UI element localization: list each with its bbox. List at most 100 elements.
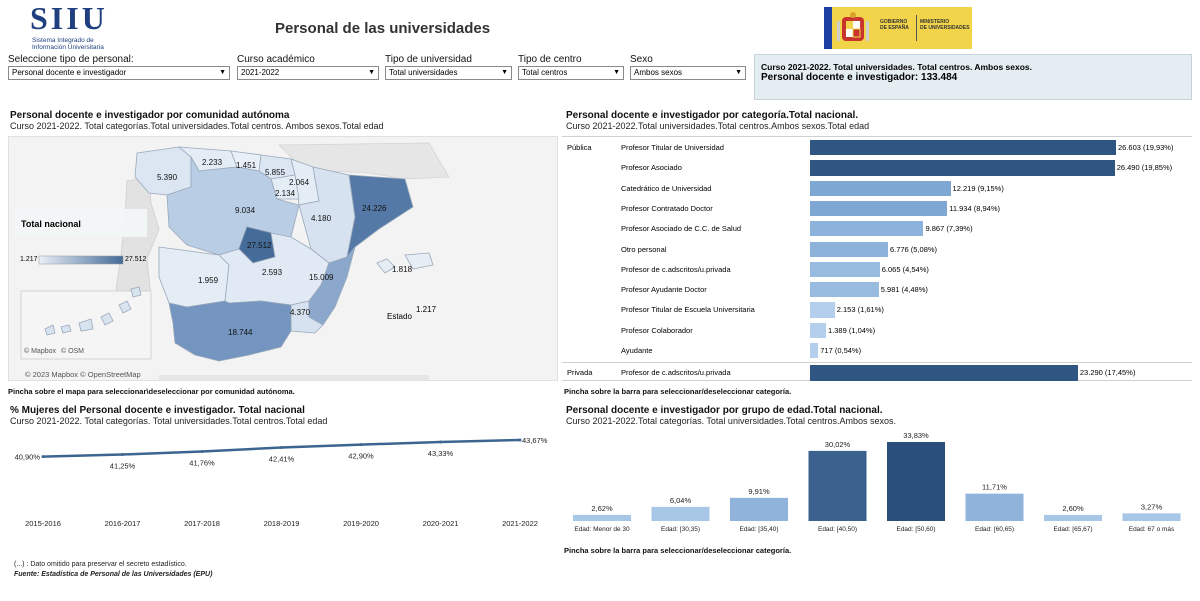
category-bar[interactable] [810, 322, 826, 338]
women-x-tick: 2017-2018 [184, 519, 220, 528]
category-row-label[interactable]: Profesor Colaborador [621, 325, 693, 335]
age-x-tick: Edad: [50,60) [896, 526, 935, 533]
filter-universidad-select[interactable]: Total universidades ▼ [385, 66, 512, 80]
filter-universidad-value: Total universidades [389, 68, 458, 77]
map-attribution[interactable]: © 2023 Mapbox © OpenStreetMap [25, 370, 141, 379]
category-row-label[interactable]: Profesor de c.adscritos/u.privada [621, 368, 731, 378]
region-canarias[interactable] [44, 286, 142, 336]
women-line-label: 42,90% [348, 452, 374, 461]
category-bar[interactable] [810, 160, 1115, 176]
map-region-value: 5.390 [157, 173, 178, 182]
category-row-label[interactable]: Profesor Asociado [621, 163, 682, 173]
coat-of-arms-icon [837, 12, 869, 41]
category-row-label[interactable]: Profesor Ayudante Doctor [621, 285, 707, 295]
category-bar-value: 6.065 (4,54%) [881, 264, 929, 274]
gov-text-2: DE ESPAÑA [880, 25, 909, 31]
filter-personal-select[interactable]: Personal docente e investigador ▼ [8, 66, 230, 80]
age-bar-chart[interactable]: 2,62% Edad: Menor de 30 6,04% Edad: [30,35)… [562, 430, 1192, 536]
spain-flag-stripe [824, 7, 832, 49]
category-bar[interactable] [810, 200, 948, 217]
women-line-label: 41,25% [110, 462, 136, 471]
category-bar[interactable] [810, 241, 888, 257]
category-bar[interactable] [810, 221, 924, 237]
age-bar[interactable] [808, 450, 867, 521]
filter-curso-select[interactable]: 2021-2022 ▼ [237, 66, 379, 80]
category-bar-value: 23.290 (17,45%) [1079, 368, 1136, 378]
map-region-value: 15.009 [309, 273, 334, 282]
osm-attribution[interactable]: © OSM [60, 348, 85, 355]
category-row-label[interactable]: Profesor Titular de Escuela Universitari… [621, 305, 755, 315]
region-baleares[interactable] [376, 252, 434, 274]
women-line-point[interactable] [439, 440, 442, 444]
category-row-label[interactable]: Profesor Titular de Universidad [621, 143, 724, 152]
age-x-tick: Edad: [35,40) [739, 526, 778, 533]
category-row-label[interactable]: Catedrático de Universidad [621, 183, 712, 193]
filter-centro-value: Total centros [522, 68, 568, 77]
category-row-label[interactable]: Profesor Contratado Doctor [621, 203, 713, 213]
category-row-label[interactable]: Ayudante [621, 346, 653, 355]
region-valenciana[interactable] [308, 246, 356, 326]
women-line-chart[interactable]: 40,90% 2015-2016 41,25% 2016-2017 41,76% 2017… [8, 426, 558, 534]
map-panel-subtitle: Curso 2021-2022. Total categorías.Total … [10, 121, 384, 131]
category-bar[interactable] [810, 140, 1116, 156]
women-line-label: 41,76% [189, 458, 215, 467]
category-bar-value: 6.776 (5,08%) [889, 244, 938, 254]
age-bar[interactable] [1122, 513, 1181, 521]
age-bar-value: 3,27% [1141, 502, 1163, 511]
women-x-tick: 2015-2016 [25, 519, 61, 528]
category-bar[interactable] [810, 343, 819, 359]
region-extremadura[interactable] [158, 246, 230, 308]
filter-centro-select[interactable]: Total centros ▼ [518, 66, 624, 80]
estado-label: Estado [387, 312, 412, 321]
ministry-divider [916, 15, 917, 41]
summary-line-1: Curso 2021-2022. Total universidades. To… [761, 62, 1032, 72]
age-bar[interactable] [651, 506, 710, 521]
region-andalucia[interactable] [168, 300, 292, 362]
filter-sexo-select[interactable]: Ambos sexos ▼ [630, 66, 746, 80]
women-x-tick: 2018-2019 [264, 519, 300, 528]
filter-label-personal: Seleccione tipo de personal: [8, 54, 134, 65]
category-bar[interactable] [810, 302, 835, 318]
map-container[interactable]: 5.390 2.233 1.451 5.855 2.064 2.134 9.034 4.180… [8, 136, 558, 381]
category-row-label[interactable]: Profesor de c.adscritos/u.privada [621, 264, 731, 274]
region-cataluna[interactable] [346, 174, 414, 258]
map-region-value: 9.034 [235, 206, 256, 215]
age-panel-subtitle: Curso 2021-2022.Total categorías. Total … [566, 416, 897, 426]
summary-line-2: Personal docente e investigador: 133.484 [761, 72, 958, 83]
women-line-point[interactable] [200, 449, 204, 453]
category-bar[interactable] [810, 180, 951, 196]
legend-min-value: 1.217 [20, 256, 38, 263]
women-line-point[interactable] [121, 453, 124, 456]
chevron-down-icon: ▼ [501, 69, 508, 76]
women-line-point[interactable] [359, 443, 363, 447]
category-row-label[interactable]: Otro personal [621, 244, 667, 254]
map-region-value: 1.451 [236, 161, 257, 170]
map-region-value: 18.744 [228, 328, 253, 337]
age-bar[interactable] [887, 442, 945, 521]
map-region-value: 27.512 [247, 241, 272, 250]
mapbox-attribution[interactable]: © Mapbox [24, 348, 57, 355]
category-instruction-note: Pincha sobre la barra para seleccionar/d… [564, 387, 792, 396]
siiu-logo-text: SIIU [30, 0, 108, 36]
category-bar-chart[interactable]: Pública Profesor Titular de Universidad 26… [562, 136, 1192, 381]
age-x-tick: Edad: [30,35) [661, 526, 700, 533]
age-bar-value: 2,62% [591, 504, 613, 513]
women-line-point[interactable] [280, 446, 283, 450]
category-bar[interactable] [810, 365, 1078, 381]
category-bar[interactable] [810, 282, 879, 298]
age-bar[interactable] [573, 514, 631, 521]
map-region-value: 24.226 [362, 204, 387, 213]
category-row-label[interactable]: Profesor Asociado de C.C. de Salud [621, 224, 742, 234]
women-line-point[interactable] [41, 455, 45, 459]
siiu-logo-subtitle-2: Información Universitaria [32, 44, 104, 51]
group-divider [562, 362, 1192, 364]
inset-attribution: © Mapbox © OSM [24, 348, 84, 355]
age-instruction-note: Pincha sobre la barra para seleccionar/d… [564, 546, 792, 555]
women-line-point[interactable] [518, 438, 522, 442]
age-bar[interactable] [965, 493, 1024, 521]
age-bar-value: 30,02% [825, 440, 851, 449]
category-bar[interactable] [810, 261, 880, 278]
age-bar[interactable] [1044, 514, 1102, 521]
age-bar[interactable] [730, 497, 788, 521]
